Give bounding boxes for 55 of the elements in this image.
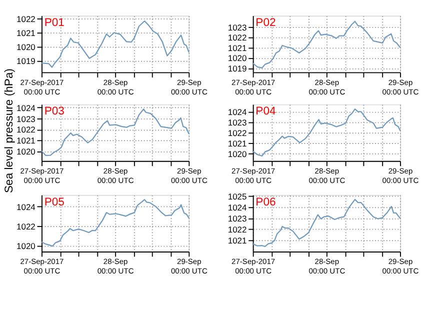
x-tick-label: 28-Sep 00:00 UTC [97,257,134,276]
x-tick-label: 27-Sep-2017 00:00 UTC [232,257,276,276]
y-tick-label: 1022 [228,224,247,235]
chart-title: P03 [44,106,64,118]
y-tick-label: 1020 [16,240,36,251]
y-tick-label: 1020 [16,146,36,156]
y-tick-label: 1024 [16,102,36,113]
chart-title: P01 [44,17,64,30]
line-series [252,198,401,247]
y-tick-label: 1024 [228,106,247,117]
chart-title: P04 [256,106,276,118]
y-tick-label: 1025 [228,191,247,202]
x-tick-label: 27-Sep-2017 00:00 UTC [20,78,64,96]
x-tick-label: 28-Sep 00:00 UTC [97,78,134,96]
x-tick-label: 27-Sep-2017 00:00 UTC [20,257,64,276]
y-tick-label: 1021 [228,138,247,148]
y-tick-label: 1022 [16,124,36,135]
x-tick-label: 28-Sep 00:00 UTC [308,257,346,276]
y-tick-label: 1022 [228,32,247,43]
x-tick-label: 28-Sep 00:00 UTC [97,166,134,186]
y-tick-label: 1021 [228,42,247,53]
chart-title: P02 [256,17,276,30]
y-tick-label: 1022 [228,128,247,138]
y-tick-label: 1019 [228,63,247,74]
x-tick-label: 29-Sep 00:00 UTC [170,257,208,276]
y-tick-label: 1020 [228,53,247,64]
x-tick-label: 27-Sep-2017 00:00 UTC [232,166,276,186]
y-tick-label: 1024 [16,202,36,212]
y-tick-label: 1024 [228,202,247,212]
x-tick-label: 29-Sep 00:00 UTC [382,257,420,276]
y-tick-label: 1019 [16,56,36,66]
x-tick-label: 29-Sep 00:00 UTC [382,78,420,96]
chart-title: P06 [256,196,276,208]
y-tick-label: 1023 [228,22,247,32]
x-tick-label: 28-Sep 00:00 UTC [308,166,346,186]
line-series [252,108,401,156]
y-tick-label: 1020 [228,148,247,159]
y-tick-label: 1020 [16,42,36,52]
line-series [40,199,190,247]
y-tick-label: 1023 [228,214,247,224]
chart-title: P05 [44,196,64,208]
x-tick-label: 29-Sep 00:00 UTC [170,78,208,96]
x-tick-label: 27-Sep-2017 00:00 UTC [232,78,276,96]
x-tick-label: 27-Sep-2017 00:00 UTC [20,166,64,186]
y-tick-label: 1021 [16,28,36,38]
y-tick-label: 1021 [228,236,247,246]
y-tick-label: 1023 [16,114,36,124]
x-tick-label: 28-Sep 00:00 UTC [308,78,346,96]
y-tick-label: 1022 [16,221,36,232]
x-tick-label: 29-Sep 00:00 UTC [170,166,208,186]
x-tick-label: 29-Sep 00:00 UTC [382,166,420,186]
y-tick-label: 1021 [16,136,36,146]
y-tick-label: 1023 [228,117,247,128]
y-axis-title: Sea level pressure (hPa) [3,68,16,193]
y-tick-label: 1022 [16,14,36,24]
